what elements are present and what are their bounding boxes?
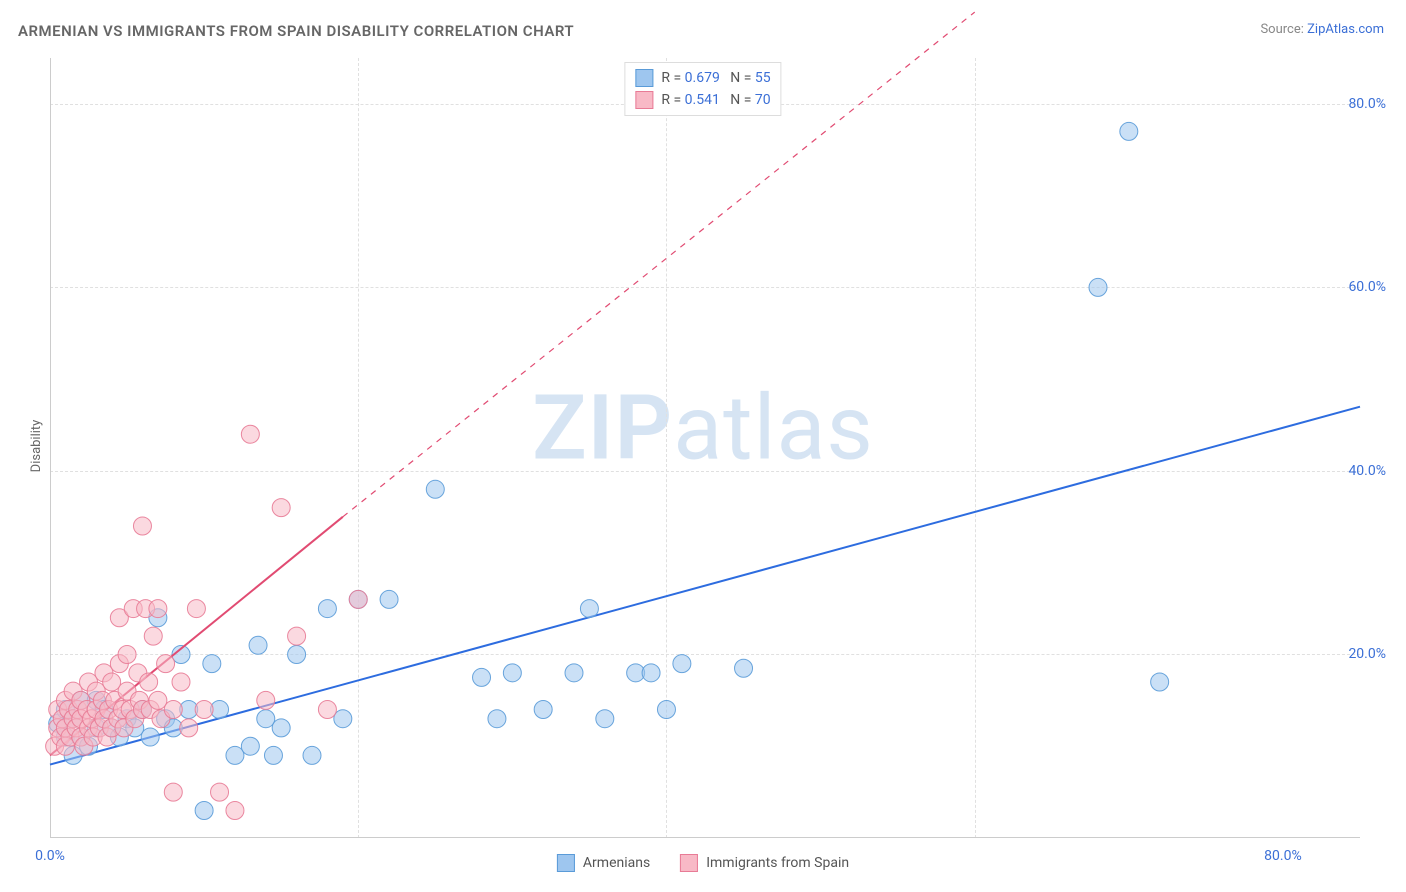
source-label: Source: [1260, 22, 1303, 37]
scatter-point [195, 701, 213, 719]
legend-series-item: Immigrants from Spain [680, 854, 849, 872]
scatter-point [172, 673, 190, 691]
legend-correlation-row: R = 0.541 N = 70 [635, 89, 770, 111]
scatter-point [380, 590, 398, 608]
scatter-point [257, 710, 275, 728]
scatter-point [141, 728, 159, 746]
scatter-point [133, 517, 151, 535]
scatter-point [103, 673, 121, 691]
scatter-point [118, 645, 136, 663]
legend-swatch [635, 91, 653, 109]
legend-series-label: Armenians [583, 855, 650, 871]
chart-svg [50, 58, 1360, 838]
scatter-point [1151, 673, 1169, 691]
legend-swatch [680, 854, 698, 872]
scatter-point [249, 636, 267, 654]
chart-title: ARMENIAN VS IMMIGRANTS FROM SPAIN DISABI… [18, 22, 574, 40]
scatter-point [488, 710, 506, 728]
scatter-point [257, 691, 275, 709]
scatter-point [149, 600, 167, 618]
scatter-point [180, 719, 198, 737]
legend-correlation-row: R = 0.679 N = 55 [635, 67, 770, 89]
scatter-point [149, 691, 167, 709]
scatter-point [164, 783, 182, 801]
legend-series-label: Immigrants from Spain [706, 855, 849, 871]
scatter-point [596, 710, 614, 728]
legend-bottom: Armenians Immigrants from Spain [557, 854, 849, 872]
scatter-point [226, 746, 244, 764]
scatter-point [211, 783, 229, 801]
scatter-point [503, 664, 521, 682]
scatter-point [318, 701, 336, 719]
trend-line [50, 407, 1360, 765]
legend-correlation-box: R = 0.679 N = 55 R = 0.541 N = 70 [624, 62, 781, 116]
x-tick-label: 80.0% [1264, 848, 1302, 864]
scatter-point [288, 627, 306, 645]
scatter-point [203, 655, 221, 673]
scatter-point [226, 801, 244, 819]
scatter-point [288, 645, 306, 663]
y-axis-label: Disability [29, 420, 44, 473]
scatter-point [334, 710, 352, 728]
scatter-point [272, 719, 290, 737]
scatter-point [318, 600, 336, 618]
source-link[interactable]: ZipAtlas.com [1307, 22, 1384, 37]
scatter-point [303, 746, 321, 764]
scatter-point [349, 590, 367, 608]
legend-correlation-text: R = 0.541 N = 70 [661, 92, 770, 108]
scatter-point [735, 659, 753, 677]
scatter-point [534, 701, 552, 719]
scatter-point [241, 425, 259, 443]
scatter-point [642, 664, 660, 682]
scatter-point [264, 746, 282, 764]
scatter-point [164, 701, 182, 719]
x-tick-label: 0.0% [35, 848, 65, 864]
scatter-point [140, 673, 158, 691]
legend-swatch [635, 69, 653, 87]
scatter-point [195, 801, 213, 819]
scatter-point [1089, 278, 1107, 296]
scatter-point [565, 664, 583, 682]
scatter-point [657, 701, 675, 719]
scatter-point [187, 600, 205, 618]
scatter-point [144, 627, 162, 645]
scatter-point [426, 480, 444, 498]
scatter-point [1120, 122, 1138, 140]
scatter-point [673, 655, 691, 673]
scatter-point [157, 655, 175, 673]
source-attribution: Source: ZipAtlas.com [1260, 22, 1384, 37]
legend-series-item: Armenians [557, 854, 650, 872]
legend-swatch [557, 854, 575, 872]
scatter-point [241, 737, 259, 755]
legend-correlation-text: R = 0.679 N = 55 [661, 70, 770, 86]
scatter-point [272, 499, 290, 517]
scatter-point [473, 668, 491, 686]
scatter-point [580, 600, 598, 618]
